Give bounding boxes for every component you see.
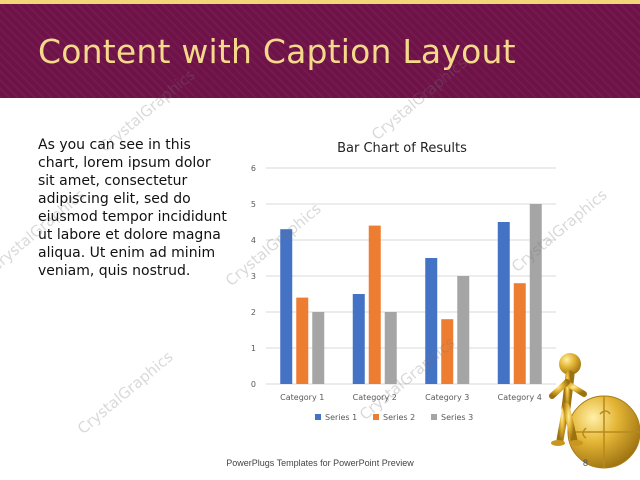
chart-title: Bar Chart of Results [337, 141, 467, 156]
legend-swatch [315, 414, 321, 420]
watermark: CrystalGraphics [74, 347, 177, 438]
y-tick-label: 0 [251, 380, 256, 389]
y-tick-label: 6 [251, 164, 256, 173]
bar [513, 283, 526, 384]
bar [352, 294, 365, 384]
page-number: 8 [583, 458, 589, 468]
legend-swatch [373, 414, 379, 420]
bar [529, 204, 542, 384]
top-stripe [0, 0, 640, 4]
y-tick-label: 4 [251, 236, 256, 245]
bar [497, 222, 510, 384]
y-tick-label: 2 [251, 308, 256, 317]
x-tick-labels: Category 1 Category 2 Category 3 Category 4 [280, 393, 542, 402]
y-tick-label: 3 [251, 272, 256, 281]
y-tick-label: 5 [251, 200, 256, 209]
bar [384, 312, 397, 384]
bar [441, 319, 454, 384]
bar [368, 225, 381, 384]
bar [296, 297, 309, 384]
y-tick-labels: 0 1 2 3 4 5 6 [251, 164, 256, 389]
footer-text: PowerPlugs Templates for PowerPoint Prev… [226, 458, 414, 468]
y-tick-label: 1 [251, 344, 256, 353]
grid-layer [266, 167, 556, 385]
title-bar [0, 4, 640, 98]
legend: Series 1 Series 2 Series 3 [315, 413, 473, 422]
bar [280, 229, 293, 384]
bar [312, 312, 325, 384]
x-tick-label: Category 2 [353, 393, 397, 402]
bar [457, 276, 470, 384]
x-tick-label: Category 4 [498, 393, 542, 402]
bar [425, 258, 438, 384]
x-tick-label: Category 3 [425, 393, 469, 402]
slide-title: Content with Caption Layout [38, 32, 516, 71]
gold-figure-puzzle-icon [549, 353, 640, 469]
legend-label: Series 2 [383, 413, 415, 422]
legend-swatch [431, 414, 437, 420]
x-tick-label: Category 1 [280, 393, 324, 402]
legend-label: Series 1 [325, 413, 357, 422]
legend-label: Series 3 [441, 413, 473, 422]
caption-text: As you can see in this chart, lorem ipsu… [38, 137, 227, 279]
bars [280, 204, 542, 384]
